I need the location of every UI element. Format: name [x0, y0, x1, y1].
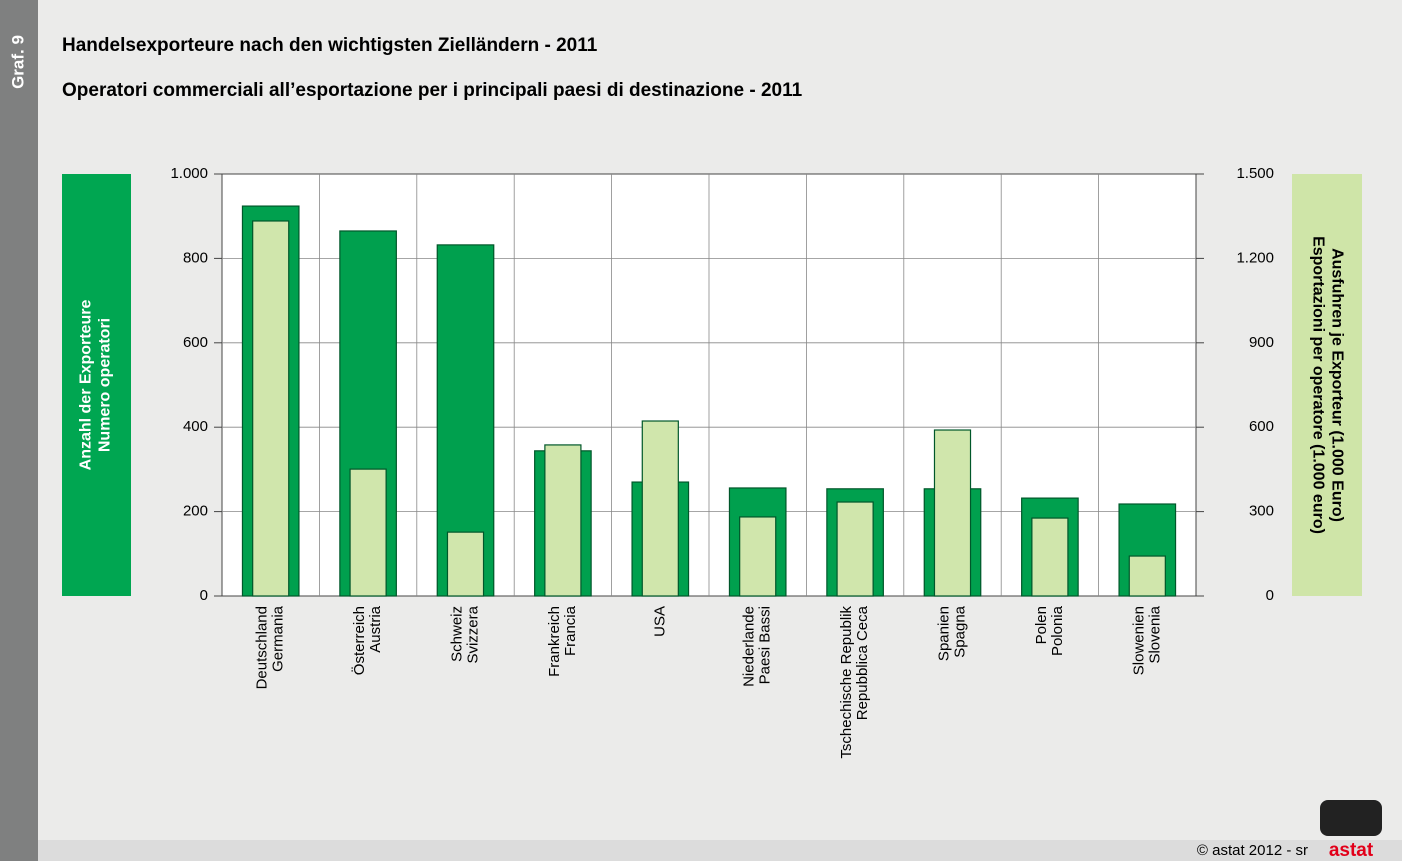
bar	[641, 420, 679, 597]
x-tick-label: Frankreich	[546, 606, 563, 677]
footer-band	[38, 840, 1402, 861]
x-tick-label: Repubblica Ceca	[854, 605, 871, 720]
y2-axis-label: Ausfuhren je Exporteur (1.000 Euro)	[1328, 248, 1345, 522]
bar	[349, 468, 387, 597]
x-tick-label: Niederlande	[741, 606, 758, 687]
y-tick-label: 600	[183, 334, 208, 351]
y2-axis-label: Esportazioni per operatore (1.000 euro)	[1309, 236, 1326, 534]
x-tick-label: Polen	[1033, 606, 1050, 644]
y2-label-box	[1292, 174, 1362, 596]
x-tick-label: Spagna	[951, 605, 968, 657]
bar	[544, 444, 582, 597]
x-tick-label: USA	[651, 606, 668, 637]
y2-tick-label: 300	[1249, 503, 1274, 520]
y2-tick-label: 1.500	[1236, 165, 1274, 182]
y2-tick-label: 0	[1266, 587, 1274, 604]
x-tick-label: Schweiz	[448, 606, 465, 662]
y2-tick-label: 1.200	[1236, 249, 1274, 266]
logo-mark	[1320, 800, 1382, 836]
logo: astat	[1329, 840, 1374, 861]
bar	[252, 220, 290, 597]
x-tick-label: Germania	[270, 605, 287, 672]
y-tick-label: 1.000	[170, 165, 208, 182]
y-tick-label: 0	[200, 587, 208, 604]
x-tick-label: Polonia	[1049, 605, 1066, 656]
x-tick-label: Deutschland	[254, 606, 271, 689]
x-tick-label: Spanien	[935, 606, 952, 661]
y-tick-label: 200	[183, 503, 208, 520]
side-strip	[0, 0, 38, 861]
graf-label: Graf. 9	[8, 35, 27, 89]
bar	[933, 429, 972, 597]
footer: © astat 2012 - sr	[1197, 842, 1308, 859]
y-label-box	[62, 174, 131, 596]
bar	[836, 501, 874, 597]
x-tick-label: Austria	[367, 605, 384, 652]
y-tick-label: 800	[183, 249, 208, 266]
y-axis-label: Anzahl der Exporteure	[78, 300, 95, 471]
y-tick-label: 400	[183, 418, 208, 435]
x-tick-label: Francia	[562, 605, 579, 656]
x-tick-label: Slovenia	[1146, 605, 1163, 663]
x-tick-label: Tschechische Republik	[838, 606, 855, 759]
bar	[1031, 517, 1069, 597]
x-tick-label: Paesi Bassi	[757, 606, 774, 684]
y-axis-label: Numero operatori	[97, 318, 114, 452]
x-tick-label: Svizzera	[464, 605, 481, 663]
bar	[739, 516, 777, 597]
x-tick-label: Österreich	[350, 606, 368, 675]
bar	[1128, 555, 1166, 597]
chart-subtitle: Operatori commerciali all’esportazione p…	[62, 80, 803, 101]
y2-tick-label: 900	[1249, 334, 1274, 351]
bar	[446, 531, 485, 597]
y2-tick-label: 600	[1249, 418, 1274, 435]
chart-title: Handelsexporteure nach den wichtigsten Z…	[62, 35, 598, 56]
x-tick-label: Slowenien	[1130, 606, 1147, 675]
